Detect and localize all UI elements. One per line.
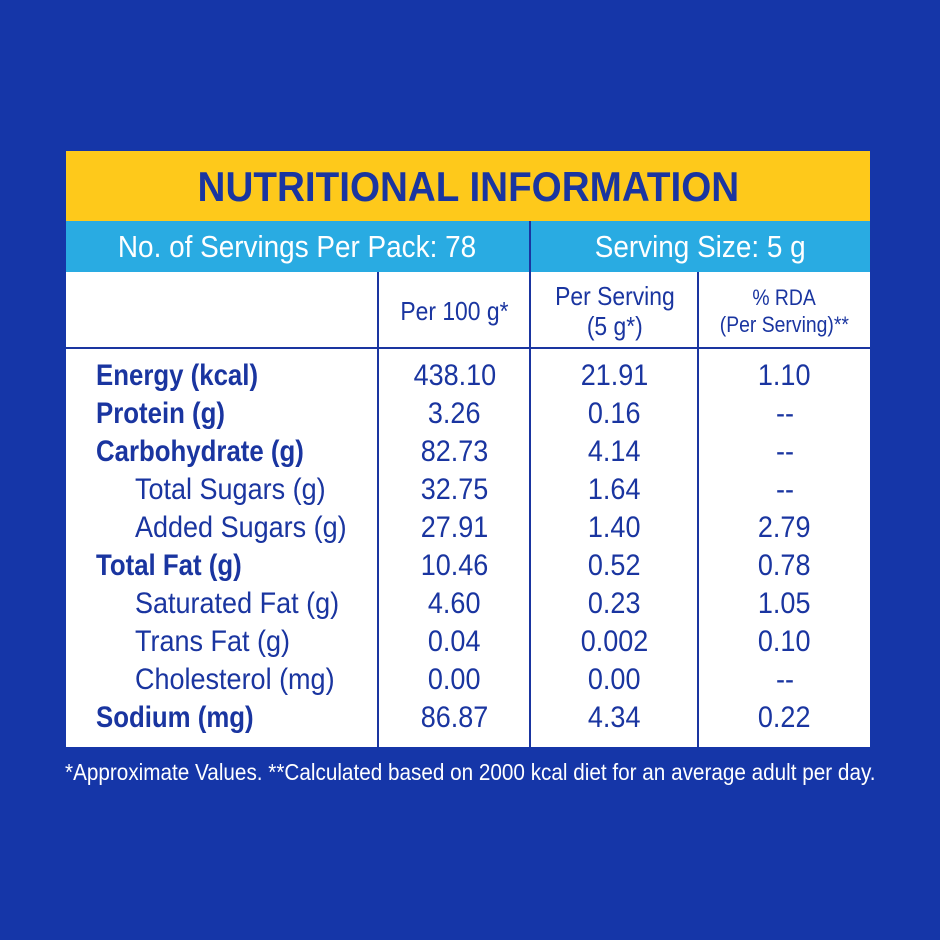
value-per-100g: 4.60 — [428, 587, 481, 620]
value-per-100g: 82.73 — [420, 435, 489, 468]
value-per-100g: 10.46 — [420, 549, 489, 582]
value-per-100g: 32.75 — [420, 473, 489, 506]
value-per-100g: 27.91 — [420, 511, 489, 544]
value-per-100g: 0.00 — [428, 663, 481, 696]
value-rda: -- — [775, 663, 794, 696]
row-label: Carbohydrate (g) — [96, 435, 304, 468]
value-per-100g: 3.26 — [428, 397, 481, 430]
value-rda: 1.05 — [758, 587, 811, 620]
table-row: Saturated Fat (g) 4.60 0.23 1.05 — [66, 585, 870, 623]
value-rda: 1.10 — [758, 359, 811, 392]
table-row: Sodium (mg) 86.87 4.34 0.22 — [66, 699, 870, 737]
table-row: Added Sugars (g) 27.91 1.40 2.79 — [66, 509, 870, 547]
value-rda: 0.22 — [758, 701, 811, 734]
row-label: Protein (g) — [96, 397, 225, 430]
value-per-100g: 86.87 — [420, 701, 489, 734]
row-label: Total Fat (g) — [96, 549, 242, 582]
divider-col-2 — [529, 272, 531, 747]
header-divider — [66, 347, 870, 349]
row-label: Cholesterol (mg) — [135, 663, 335, 696]
divider-col-3 — [697, 272, 699, 747]
value-per-serving: 0.16 — [588, 397, 641, 430]
row-label: Saturated Fat (g) — [135, 587, 340, 620]
row-label: Added Sugars (g) — [135, 511, 347, 544]
table-row: Carbohydrate (g) 82.73 4.14 -- — [66, 433, 870, 471]
column-header-per-serving: Per Serving (5 g*) — [554, 281, 675, 341]
value-per-serving: 4.14 — [588, 435, 641, 468]
value-rda: -- — [775, 397, 794, 430]
column-header-per-100g: Per 100 g* — [400, 296, 509, 326]
table-row: Total Sugars (g) 32.75 1.64 -- — [66, 471, 870, 509]
value-per-100g: 438.10 — [413, 359, 496, 392]
table-row: Cholesterol (mg) 0.00 0.00 -- — [66, 661, 870, 699]
row-label: Trans Fat (g) — [135, 625, 291, 658]
value-per-serving: 1.64 — [588, 473, 641, 506]
value-rda: 2.79 — [758, 511, 811, 544]
column-header-rda: % RDA (Per Serving)** — [719, 285, 850, 337]
table-row: Energy (kcal) 438.10 21.91 1.10 — [66, 357, 870, 395]
servings-per-pack: No. of Servings Per Pack: 78 — [118, 229, 477, 264]
divider-serving-bar — [529, 221, 531, 272]
value-rda: -- — [775, 473, 794, 506]
table-row: Total Fat (g) 10.46 0.52 0.78 — [66, 547, 870, 585]
value-per-serving: 0.23 — [588, 587, 641, 620]
value-per-serving: 21.91 — [580, 359, 649, 392]
value-per-100g: 0.04 — [428, 625, 481, 658]
divider-col-1 — [377, 272, 379, 747]
nutrition-table: NUTRITIONAL INFORMATION No. of Servings … — [66, 151, 870, 747]
serving-info-bar: No. of Servings Per Pack: 78 Serving Siz… — [66, 221, 870, 272]
row-label: Sodium (mg) — [96, 701, 254, 734]
value-per-serving: 0.52 — [588, 549, 641, 582]
footnote: *Approximate Values. **Calculated based … — [64, 759, 876, 785]
value-rda: 0.10 — [758, 625, 811, 658]
row-label: Energy (kcal) — [96, 359, 259, 392]
value-per-serving: 0.002 — [580, 625, 649, 658]
table-row: Protein (g) 3.26 0.16 -- — [66, 395, 870, 433]
table-row: Trans Fat (g) 0.04 0.002 0.10 — [66, 623, 870, 661]
table-title: NUTRITIONAL INFORMATION — [66, 151, 870, 221]
value-per-serving: 4.34 — [588, 701, 641, 734]
value-rda: -- — [775, 435, 794, 468]
row-label: Total Sugars (g) — [135, 473, 326, 506]
serving-size: Serving Size: 5 g — [595, 229, 806, 264]
value-per-serving: 0.00 — [588, 663, 641, 696]
value-rda: 0.78 — [758, 549, 811, 582]
value-per-serving: 1.40 — [588, 511, 641, 544]
